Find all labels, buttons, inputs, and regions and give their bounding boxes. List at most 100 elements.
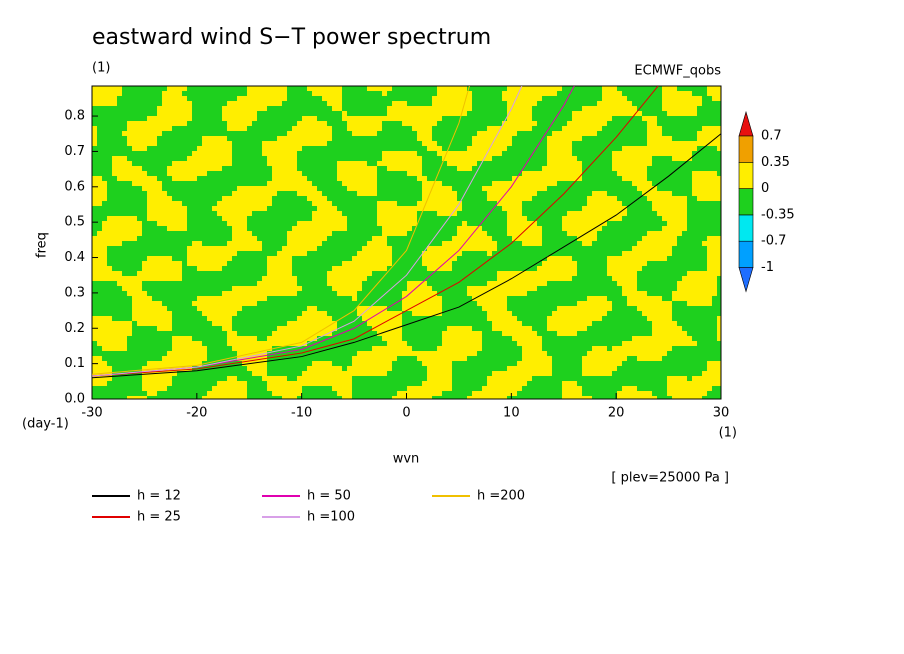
field-cell [252, 296, 257, 301]
field-cell [422, 106, 427, 111]
field-cell [122, 166, 127, 171]
field-cell [312, 336, 317, 341]
field-cell [207, 156, 212, 161]
field-cell [167, 366, 172, 371]
field-cell [587, 311, 592, 316]
field-cell [292, 286, 297, 291]
field-cell [277, 336, 282, 341]
field-cell [127, 226, 132, 231]
field-cell [292, 321, 297, 326]
field-cell [477, 141, 482, 146]
field-cell [647, 246, 652, 251]
field-cell [112, 96, 117, 101]
field-cell [652, 306, 657, 311]
field-cell [462, 246, 467, 251]
field-cell [172, 86, 177, 91]
field-cell [272, 96, 277, 101]
field-cell [617, 356, 622, 361]
field-cell [717, 236, 721, 241]
field-cell [327, 331, 332, 336]
field-cell [227, 381, 232, 386]
field-cell [707, 286, 712, 291]
field-cell [492, 281, 497, 286]
field-cell [597, 101, 602, 106]
field-cell [477, 151, 482, 156]
field-cell [502, 181, 507, 186]
field-cell [267, 151, 272, 156]
field-cell [207, 256, 212, 261]
field-cell [267, 346, 272, 351]
field-cell [667, 316, 672, 321]
field-cell [667, 321, 672, 326]
field-cell [382, 151, 387, 156]
field-cell [577, 311, 582, 316]
field-cell [602, 296, 607, 301]
x-tick-label: -10 [291, 406, 312, 421]
field-cell [302, 176, 307, 181]
field-cell [332, 101, 337, 106]
field-cell [412, 396, 417, 399]
field-cell [357, 116, 362, 121]
field-cell [337, 91, 342, 96]
field-cell [692, 186, 697, 191]
field-cell [707, 86, 712, 91]
field-cell [602, 221, 607, 226]
field-cell [537, 366, 542, 371]
field-cell [312, 211, 317, 216]
field-cell [352, 166, 357, 171]
field-cell [347, 186, 352, 191]
field-cell [302, 316, 307, 321]
field-cell [497, 316, 502, 321]
field-cell [597, 371, 602, 376]
field-cell [252, 236, 257, 241]
field-cell [662, 321, 667, 326]
field-cell [697, 286, 702, 291]
field-cell [227, 151, 232, 156]
field-cell [307, 376, 312, 381]
field-cell [407, 296, 412, 301]
field-cell [372, 246, 377, 251]
field-cell [562, 256, 567, 261]
field-cell [442, 381, 447, 386]
field-cell [182, 166, 187, 171]
field-cell [227, 341, 232, 346]
field-cell [517, 366, 522, 371]
field-cell [667, 376, 672, 381]
field-cell [532, 181, 537, 186]
field-cell [142, 311, 147, 316]
field-cell [237, 121, 242, 126]
field-cell [392, 346, 397, 351]
field-cell [687, 341, 692, 346]
field-cell [122, 341, 127, 346]
field-cell [522, 241, 527, 246]
field-cell [652, 336, 657, 341]
field-cell [607, 101, 612, 106]
field-cell [157, 116, 162, 121]
field-cell [317, 216, 322, 221]
field-cell [567, 176, 572, 181]
field-cell [317, 86, 322, 91]
field-cell [682, 96, 687, 101]
field-cell [387, 221, 392, 226]
field-cell [362, 246, 367, 251]
field-cell [377, 366, 382, 371]
field-cell [417, 396, 422, 399]
field-cell [162, 311, 167, 316]
field-cell [512, 216, 517, 221]
field-cell [217, 206, 222, 211]
field-cell [362, 371, 367, 376]
field-cell [597, 301, 602, 306]
field-cell [162, 361, 167, 366]
field-cell [277, 266, 282, 271]
field-cell [537, 281, 542, 286]
field-cell [142, 396, 147, 399]
field-cell [242, 386, 247, 391]
field-cell [687, 156, 692, 161]
field-cell [667, 241, 672, 246]
field-cell [402, 396, 407, 399]
field-cell [227, 321, 232, 326]
field-cell [142, 136, 147, 141]
field-cell [167, 256, 172, 261]
field-cell [287, 321, 292, 326]
field-cell [627, 351, 632, 356]
